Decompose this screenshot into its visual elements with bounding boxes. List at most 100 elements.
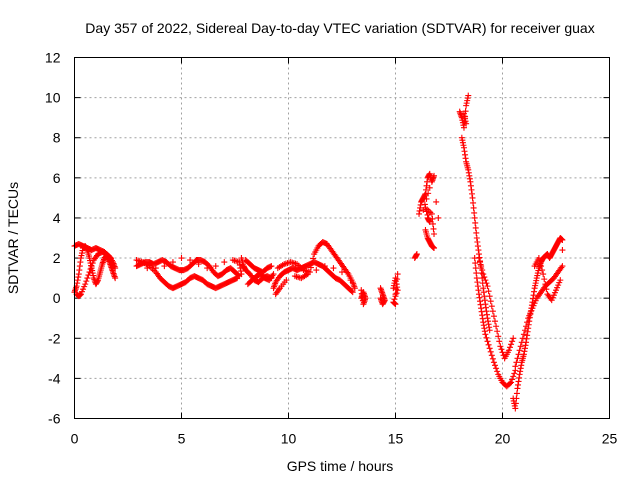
data-point bbox=[431, 172, 438, 179]
data-point bbox=[518, 339, 525, 346]
data-point bbox=[423, 195, 430, 202]
data-point bbox=[349, 289, 356, 296]
data-point bbox=[309, 260, 316, 267]
data-point bbox=[321, 263, 328, 270]
data-point bbox=[498, 346, 505, 353]
y-tick-label: -6 bbox=[48, 411, 61, 427]
data-point bbox=[135, 261, 142, 268]
data-point bbox=[477, 259, 484, 266]
data-point bbox=[506, 380, 513, 387]
data-point bbox=[516, 347, 523, 354]
data-point bbox=[433, 198, 440, 205]
data-point bbox=[513, 359, 520, 366]
data-point bbox=[112, 275, 119, 282]
chart-title: Day 357 of 2022, Sidereal Day-to-day VTE… bbox=[85, 20, 594, 36]
data-point bbox=[493, 323, 500, 330]
data-point bbox=[482, 331, 489, 338]
data-point bbox=[480, 271, 487, 278]
x-tick-label: 25 bbox=[602, 431, 618, 447]
data-point bbox=[88, 263, 95, 270]
data-point bbox=[486, 345, 493, 352]
data-point bbox=[270, 271, 277, 278]
y-tick-label: 10 bbox=[45, 90, 61, 106]
data-point bbox=[87, 266, 94, 273]
data-point bbox=[559, 237, 566, 244]
data-point bbox=[490, 313, 497, 320]
data-point bbox=[413, 251, 420, 258]
data-point bbox=[521, 327, 528, 334]
data-point bbox=[393, 286, 400, 293]
data-point bbox=[425, 190, 432, 197]
data-point bbox=[107, 255, 114, 262]
data-point bbox=[512, 400, 519, 407]
data-point bbox=[460, 124, 467, 131]
data-point bbox=[420, 206, 427, 213]
data-point bbox=[542, 281, 549, 288]
series-trace-c bbox=[238, 255, 277, 288]
data-point bbox=[426, 218, 433, 225]
data-points bbox=[71, 92, 566, 412]
data-point bbox=[478, 263, 485, 270]
series-trace-d bbox=[270, 239, 358, 298]
data-point bbox=[195, 261, 202, 268]
data-point bbox=[513, 390, 520, 397]
data-point bbox=[169, 259, 176, 266]
data-point bbox=[238, 271, 245, 278]
grid-lines bbox=[74, 57, 610, 419]
data-point bbox=[492, 318, 499, 325]
data-point bbox=[510, 335, 517, 342]
data-point bbox=[496, 338, 503, 345]
data-point bbox=[512, 363, 519, 370]
data-point bbox=[472, 224, 479, 231]
data-point bbox=[511, 370, 518, 377]
data-point bbox=[539, 267, 546, 274]
data-point bbox=[505, 347, 512, 354]
data-point bbox=[475, 255, 482, 262]
data-point bbox=[307, 264, 314, 271]
data-point bbox=[487, 298, 494, 305]
data-point bbox=[472, 260, 479, 267]
data-point bbox=[470, 204, 477, 211]
data-point bbox=[212, 263, 219, 270]
data-point bbox=[470, 199, 477, 206]
data-point bbox=[535, 255, 542, 262]
data-point bbox=[469, 194, 476, 201]
data-point bbox=[463, 120, 470, 127]
data-point bbox=[161, 263, 168, 270]
data-point bbox=[540, 271, 547, 278]
data-point bbox=[392, 291, 399, 298]
series-trace-g bbox=[456, 92, 519, 390]
data-point bbox=[514, 355, 521, 362]
data-point bbox=[84, 275, 91, 282]
data-point bbox=[187, 257, 194, 264]
data-point bbox=[429, 215, 436, 222]
data-point bbox=[492, 362, 499, 369]
data-point bbox=[204, 265, 211, 272]
data-point bbox=[485, 341, 492, 348]
data-point bbox=[234, 275, 241, 282]
data-point bbox=[421, 201, 428, 208]
data-point bbox=[330, 265, 337, 272]
x-tick-labels: 0 5 10 15 20 25 bbox=[71, 431, 618, 447]
data-point bbox=[541, 276, 548, 283]
y-tick-label: 6 bbox=[53, 170, 61, 186]
data-point bbox=[559, 247, 566, 254]
axis-ticks bbox=[74, 57, 610, 419]
data-point bbox=[508, 379, 515, 386]
data-point bbox=[392, 301, 399, 308]
data-point bbox=[493, 365, 500, 372]
data-point bbox=[221, 259, 228, 266]
data-point bbox=[559, 263, 566, 270]
data-point bbox=[483, 334, 490, 341]
data-point bbox=[484, 338, 491, 345]
y-tick-label: -2 bbox=[48, 330, 61, 346]
data-point bbox=[268, 263, 275, 270]
data-point bbox=[429, 220, 436, 227]
data-point bbox=[536, 259, 543, 266]
data-point bbox=[178, 255, 185, 262]
series-trace-f bbox=[411, 170, 442, 262]
data-point bbox=[89, 260, 96, 267]
data-point bbox=[538, 263, 545, 270]
data-point bbox=[426, 184, 433, 191]
data-point bbox=[471, 214, 478, 221]
